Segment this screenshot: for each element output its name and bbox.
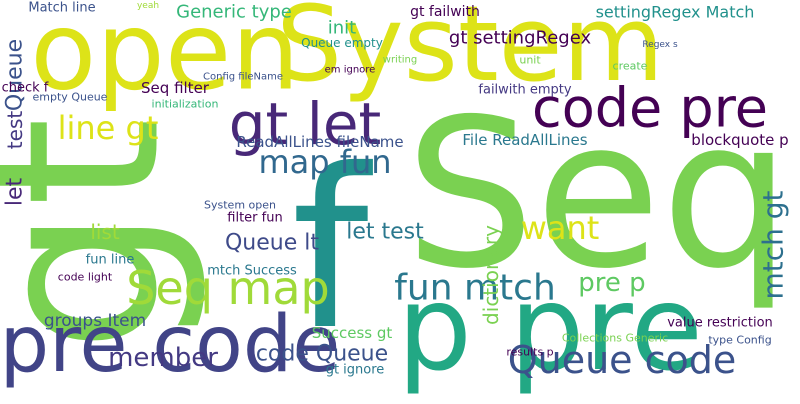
word: type Config <box>708 334 771 347</box>
word: yeah <box>137 1 159 11</box>
word: Match line <box>28 1 95 16</box>
word: want <box>521 209 600 247</box>
word: gt ignore <box>326 363 385 378</box>
word: settingRegex Match <box>596 3 755 22</box>
word: em ignore <box>325 65 376 76</box>
word: blockquote p <box>691 131 788 149</box>
word: Collections Generic <box>562 332 668 345</box>
word: Queue lt <box>225 231 319 256</box>
word: ReadAllLines fileName <box>236 133 403 151</box>
word: let test <box>346 220 424 245</box>
word: gt failwith <box>410 4 480 20</box>
word: failwith empty <box>478 83 571 98</box>
word: results p <box>506 346 553 359</box>
word: writing <box>383 55 417 66</box>
word: Success gt <box>312 324 393 342</box>
word: filter fun <box>227 211 282 226</box>
word: fun line <box>86 253 135 268</box>
word: list <box>90 220 120 244</box>
word: Seq <box>405 76 791 314</box>
word: f <box>291 122 373 378</box>
word: pre code <box>0 300 340 390</box>
word: Queue empty <box>301 36 383 50</box>
word: gt <box>0 117 212 353</box>
word: Generic type <box>176 2 292 23</box>
word: unit <box>519 54 541 67</box>
word: code pre <box>532 77 768 140</box>
word: value restriction <box>667 316 773 331</box>
word: code light <box>58 271 113 284</box>
word: initialization <box>152 98 219 111</box>
word: map fun <box>258 143 391 181</box>
word: System <box>276 0 664 105</box>
word: open <box>30 0 300 115</box>
word: dictionary <box>479 225 503 325</box>
word: p pre <box>397 259 703 397</box>
word: Seq map <box>126 261 330 315</box>
word: member <box>108 343 218 373</box>
word: init <box>328 18 356 39</box>
word: create <box>613 60 648 73</box>
word: pre p <box>578 268 645 298</box>
word: Queue <box>3 39 28 111</box>
word: Config fileName <box>203 72 283 83</box>
word: mtch gt <box>757 190 790 299</box>
word: System open <box>204 199 276 212</box>
word: gt let <box>229 90 382 158</box>
word: line gt <box>58 109 159 147</box>
word: Queue code <box>508 338 737 382</box>
word: fun mtch <box>394 268 556 309</box>
word: File ReadAllLines <box>462 131 587 149</box>
word: groups Item <box>44 311 146 331</box>
word: Seq filter <box>141 79 210 97</box>
word: gt settingRegex <box>449 28 592 49</box>
word: test <box>3 111 27 150</box>
word: let <box>3 177 28 206</box>
word: check f <box>2 81 49 96</box>
word: Regex s <box>642 40 678 50</box>
word: mtch Success <box>207 264 297 279</box>
word: empty Queue <box>33 91 108 104</box>
word: code Queue <box>256 342 388 367</box>
